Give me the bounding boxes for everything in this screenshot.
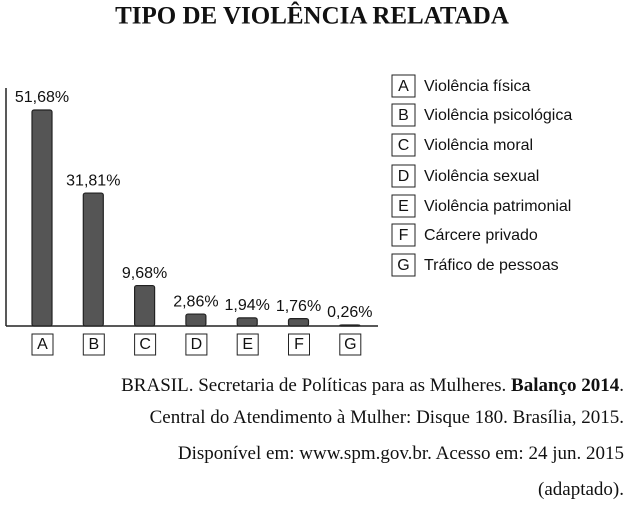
legend-label: Cárcere privado <box>424 227 538 244</box>
legend-label: Violência física <box>424 78 531 95</box>
x-tick-label: D <box>191 336 203 353</box>
x-tick-label: G <box>344 336 356 353</box>
bar <box>236 317 258 327</box>
legend-box <box>391 164 416 188</box>
legend-label: Tráfico de pessoas <box>424 257 559 274</box>
category-box <box>236 333 259 356</box>
x-tick-label: C <box>139 336 151 353</box>
data-label: 31,81% <box>66 172 120 189</box>
legend-key: G <box>397 257 409 274</box>
legend-box <box>391 133 416 157</box>
legend-box <box>391 194 416 218</box>
x-tick-label: F <box>294 336 304 353</box>
legend-key: D <box>398 168 410 185</box>
data-label: 1,94% <box>225 297 270 314</box>
x-tick-label: E <box>242 336 253 353</box>
source-line: Disponível em: www.spm.gov.br. Acesso em… <box>177 443 624 464</box>
legend-box <box>391 103 416 127</box>
data-label: 1,76% <box>276 298 321 315</box>
bar <box>287 318 310 327</box>
legend-label: Violência sexual <box>424 168 539 185</box>
legend-box <box>391 223 416 247</box>
legend-key: E <box>398 198 409 215</box>
legend-label: Violência moral <box>424 137 533 154</box>
legend-label: Violência patrimonial <box>424 198 571 215</box>
bar <box>31 109 53 327</box>
chart: TIPO DE VIOLÊNCIA RELATADA 51,68% A 31,81%… <box>5 2 572 356</box>
source-line: (adaptado). <box>538 479 624 500</box>
legend-key: F <box>399 227 409 244</box>
legend-key: B <box>398 107 409 124</box>
data-label: 2,86% <box>173 293 218 310</box>
category-box <box>185 333 208 356</box>
category-box <box>288 333 310 356</box>
legend-box <box>391 74 416 98</box>
source-line: BRASIL. Secretaria de Políticas para as … <box>0 370 624 402</box>
category-box <box>82 333 105 356</box>
source-text: . <box>619 375 624 396</box>
data-label: 0,26% <box>327 304 372 321</box>
source-bold: Balanço 2014 <box>511 375 620 396</box>
x-tick-label: B <box>88 336 99 353</box>
bar <box>339 324 361 327</box>
bar <box>185 313 207 327</box>
bar <box>82 192 104 327</box>
legend-key: A <box>398 78 409 95</box>
data-label: 9,68% <box>122 265 167 282</box>
chart-title: TIPO DE VIOLÊNCIA RELATADA <box>115 2 509 30</box>
legend-label: Violência psicológica <box>424 107 572 124</box>
x-tick-label: A <box>37 336 48 353</box>
data-label: 51,68% <box>15 89 69 106</box>
category-box <box>339 333 362 356</box>
source: BRASIL. Secretaria de Políticas para as … <box>0 370 624 506</box>
source-text: BRASIL. Secretaria de Políticas para as … <box>121 375 507 396</box>
category-box <box>31 333 54 356</box>
bar <box>134 284 156 327</box>
legend-box <box>391 253 416 277</box>
category-box <box>134 333 157 356</box>
source-line: Central do Atendimento à Mulher: Disque … <box>149 407 624 428</box>
legend-key: C <box>398 137 410 154</box>
